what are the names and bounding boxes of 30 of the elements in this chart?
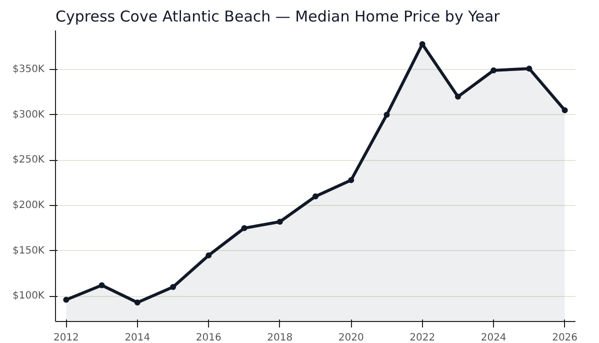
x-tick-label: 2012 [53, 332, 79, 343]
y-tick-label: $100K [12, 290, 45, 302]
point [526, 66, 532, 72]
point [206, 252, 212, 258]
x-tick-label: 2016 [196, 332, 222, 343]
point [241, 225, 248, 232]
point [490, 67, 497, 74]
x-tick-label: 2026 [552, 332, 578, 343]
y-tick-label: $350K [12, 64, 45, 75]
point [384, 112, 390, 118]
point [419, 41, 426, 48]
point [454, 94, 461, 100]
point [170, 284, 176, 290]
point [63, 296, 70, 303]
x-tick-label: 2018 [267, 332, 293, 343]
point [562, 107, 568, 114]
x-tick-label: 2014 [124, 332, 150, 343]
x-tick-label: 2020 [338, 332, 364, 343]
y-tick-label: $150K [12, 245, 45, 256]
x-tick-label: 2022 [410, 332, 436, 343]
point [98, 282, 105, 288]
point [312, 193, 318, 200]
point [276, 218, 283, 225]
point [134, 299, 140, 306]
y-tick-label: $300K [12, 109, 45, 120]
x-tick-label: 2024 [480, 332, 506, 343]
y-tick-label: $200K [12, 200, 45, 211]
y-tick-label: $250K [12, 154, 45, 166]
point [348, 177, 354, 184]
chart-title: Cypress Cove Atlantic Beach — Median Home Price by Year [56, 8, 501, 26]
